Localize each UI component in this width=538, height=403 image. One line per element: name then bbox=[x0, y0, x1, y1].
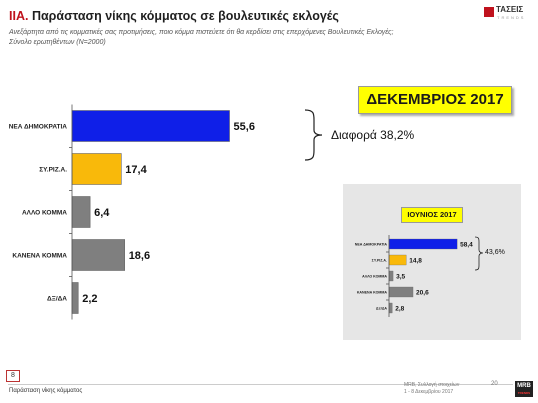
bar bbox=[71, 282, 79, 314]
main-bar-chart: ΝΕΑ ΔΗΜΟΚΡΑΤΙΑ 55,6 ΣΥ.ΡΙΖ.Α. 17,4 ΑΛΛΟ ΚΟΜΜ… bbox=[9, 104, 255, 320]
value-label: 2,8 bbox=[395, 305, 404, 312]
logo-mark-icon bbox=[484, 7, 494, 17]
category-label: ΑΛΛΟ ΚΟΜΜΑ bbox=[22, 209, 67, 216]
june-period-label: ΙΟΥΝΙΟΣ 2017 bbox=[401, 207, 463, 223]
category-label: ΝΕΑ ΔΗΜΟΚΡΑΤΙΑ bbox=[9, 123, 68, 130]
mrb-logo: MRB TRENDS bbox=[515, 381, 533, 397]
page-title: ΙΙΑ. Παράσταση νίκης κόμματος σε βουλευτ… bbox=[9, 9, 339, 23]
value-label: 58,4 bbox=[460, 241, 473, 248]
category-label: ΑΛΛΟ ΚΟΜΜΑ bbox=[362, 274, 387, 278]
bar bbox=[388, 286, 414, 298]
value-label: 55,6 bbox=[234, 121, 255, 133]
question-subtitle: Ανεξάρτητα από τις κομματικές σας προτιμ… bbox=[9, 28, 393, 48]
footer-source: MRB, Συλλογή στοιχείων 1 - 8 Δεκεμβρίου … bbox=[404, 382, 459, 396]
value-label: 18,6 bbox=[129, 250, 150, 262]
category-label: ΚΑΝΕΝΑ ΚΟΜΜΑ bbox=[357, 290, 388, 294]
difference-label: Διαφορά 38,2% bbox=[331, 128, 415, 142]
sample-text: Σύνολο ερωτηθέντων (N=2000) bbox=[9, 39, 106, 46]
value-label: 3,5 bbox=[396, 273, 405, 280]
bar bbox=[71, 239, 126, 271]
value-label: 14,8 bbox=[409, 257, 422, 264]
bar bbox=[71, 196, 91, 228]
value-label: 2,2 bbox=[82, 293, 97, 305]
value-label: 17,4 bbox=[125, 164, 147, 176]
june-inset-panel: ΙΟΥΝΙΟΣ 2017 ΝΕΑ ΔΗΜΟΚΡΑΤΙΑ 58,4 ΣΥ.ΡΙΖ.Α.… bbox=[343, 184, 521, 340]
inset-brace-icon bbox=[474, 236, 484, 271]
bar bbox=[71, 110, 230, 142]
question-text: Ανεξάρτητα από τις κομματικές σας προτιμ… bbox=[9, 29, 394, 36]
category-label: ΣΥ.ΡΙΖ.Α. bbox=[39, 166, 67, 173]
footer-number: 20 bbox=[491, 381, 498, 387]
bar bbox=[71, 153, 122, 185]
value-label: 6,4 bbox=[94, 207, 110, 219]
inset-bar-chart: ΝΕΑ ΔΗΜΟΚΡΑΤΙΑ 58,4 ΣΥ.ΡΙΖ.Α. 14,8 ΑΛΛΟ ΚΟΜΜ… bbox=[355, 235, 473, 317]
value-label: 20,6 bbox=[416, 289, 429, 296]
category-label: ΔΞ/ΔΑ bbox=[47, 295, 67, 302]
bar bbox=[388, 270, 394, 282]
bar bbox=[388, 238, 458, 250]
december-period-label: ΔΕΚΕΜΒΡΙΟΣ 2017 bbox=[358, 86, 512, 114]
mrb-logo-subtext: TRENDS bbox=[517, 391, 531, 395]
bar bbox=[388, 302, 393, 314]
category-label: ΔΞ/ΔΑ bbox=[376, 306, 387, 310]
footer-section-text: Παράσταση νίκης κόμματος bbox=[9, 388, 83, 394]
brand-logo: ΤΑΣΕΙΣ TRENDS bbox=[484, 5, 532, 23]
page-number: 8 bbox=[6, 370, 20, 382]
footer-divider bbox=[8, 384, 513, 385]
title-text: Παράσταση νίκης κόμματος σε βουλευτικές … bbox=[31, 9, 339, 23]
mrb-logo-text: MRB bbox=[517, 383, 531, 389]
bar bbox=[388, 254, 407, 266]
title-prefix: ΙΙΑ. bbox=[9, 9, 29, 23]
difference-brace-icon bbox=[304, 109, 323, 161]
inset-difference-label: 43,6% bbox=[485, 249, 505, 256]
logo-text: ΤΑΣΕΙΣ bbox=[496, 5, 524, 14]
logo-subtext: TRENDS bbox=[497, 15, 526, 20]
category-label: ΝΕΑ ΔΗΜΟΚΡΑΤΙΑ bbox=[355, 242, 388, 246]
footer-source-line2: 1 - 8 Δεκεμβρίου 2017 bbox=[404, 389, 454, 395]
footer-source-line1: MRB, Συλλογή στοιχείων bbox=[404, 382, 460, 388]
category-label: ΚΑΝΕΝΑ ΚΟΜΜΑ bbox=[12, 252, 67, 259]
category-label: ΣΥ.ΡΙΖ.Α. bbox=[372, 258, 387, 262]
